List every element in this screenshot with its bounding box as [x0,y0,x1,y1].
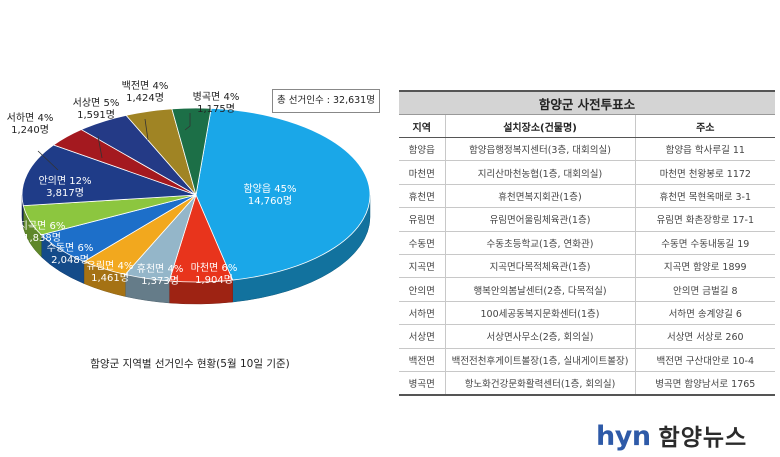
cell-location: 휴천면복지회관(1층) [445,184,635,207]
cell-address: 함양읍 학사루길 11 [635,138,775,161]
table-row: 안의면 행복안의봄날센터(2층, 다목적실) 안의면 금벌길 8 [399,278,775,301]
cell-address: 서하면 송계양길 6 [635,301,775,324]
cell-address: 수동면 수동내동길 19 [635,231,775,254]
cell-location: 함양읍행정복지센터(3층, 대회의실) [445,138,635,161]
polling-station-table: 함양군 사전투표소 지역 설치장소(건물명) 주소 함양읍 함양읍행정복지센터(3… [399,90,775,396]
chart-caption: 함양군 지역별 선거인수 현황(5월 10일 기준) [40,356,340,371]
slice-percent: 4% [37,113,53,124]
cell-location: 유림면어울림체육관(1층) [445,208,635,231]
table-row: 휴천면 휴천면복지회관(1층) 휴천면 목현옥매로 3-1 [399,184,775,207]
cell-location: 항노화건강문화활력센터(1층, 회의실) [445,371,635,395]
pie-label-name: 지곡면 6% [2,221,82,233]
slice-value: 14,760명 [230,196,310,208]
table-row: 병곡면 항노화건강문화활력센터(1층, 회의실) 병곡면 함양남서로 1765 [399,371,775,395]
cell-region: 서하면 [399,301,445,324]
cell-address: 휴천면 목현옥매로 3-1 [635,184,775,207]
slice-value: 1,838명 [2,233,82,245]
cell-region: 수동면 [399,231,445,254]
brand-logo: hyn 함양뉴스 [596,418,747,450]
slice-value: 1,240명 [0,125,70,137]
pie-label-name: 백전면 4% [105,81,185,93]
pie-label-수동면: 수동면 6% 2,048명 [30,243,110,267]
pie-label-name: 병곡면 4% [176,92,256,104]
slice-percent: 45% [274,184,296,195]
header-address: 주소 [635,115,775,138]
slice-name: 안의면 [38,176,66,187]
slice-name: 백전면 [122,81,150,92]
total-voters-box: 총 선거인수 : 32,631명 [272,89,380,113]
slice-value: 1,424명 [105,93,185,105]
cell-address: 유림면 화촌장항로 17-1 [635,208,775,231]
cell-location: 수동초등학교(1층, 연화관) [445,231,635,254]
cell-address: 지곡면 함양로 1899 [635,254,775,277]
table-row: 백전면 백전전천후게이트볼장(1층, 실내게이트볼장) 백전면 구산대안로 10-4 [399,348,775,371]
cell-location: 지곡면다목적체육관(1층) [445,254,635,277]
cell-region: 안의면 [399,278,445,301]
cell-location: 서상면사무소(2층, 회의실) [445,325,635,348]
cell-address: 마천면 천왕봉로 1172 [635,161,775,184]
cell-address: 백전면 구산대안로 10-4 [635,348,775,371]
cell-location: 100세공동복지문화센터(1층) [445,301,635,324]
cell-region: 마천면 [399,161,445,184]
pie-label-name: 안의면 12% [25,176,105,188]
header-region: 지역 [399,115,445,138]
slice-percent: 4% [167,264,183,275]
table-row: 마천면 지리산마천농협(1층, 대회의실) 마천면 천왕봉로 1172 [399,161,775,184]
table-row: 함양읍 함양읍행정복지센터(3층, 대회의실) 함양읍 학사루길 11 [399,138,775,161]
slice-percent: 6% [49,221,65,232]
table-row: 서상면 서상면사무소(2층, 회의실) 서상면 서상로 260 [399,325,775,348]
brand-en: hyn [596,421,651,452]
cell-address: 안의면 금벌길 8 [635,278,775,301]
pie-chart [0,0,395,400]
cell-region: 서상면 [399,325,445,348]
pie-label-함양읍: 함양읍 45% 14,760명 [230,184,310,208]
slice-percent: 12% [69,176,91,187]
slice-value: 3,817명 [25,188,105,200]
cell-location: 지리산마천농협(1층, 대회의실) [445,161,635,184]
cell-address: 서상면 서상로 260 [635,325,775,348]
pie-label-지곡면: 지곡면 6% 1,838명 [2,221,82,245]
brand-ko: 함양뉴스 [659,418,748,452]
cell-region: 휴천면 [399,184,445,207]
slice-percent: 4% [117,261,133,272]
slice-percent: 4% [152,81,168,92]
cell-region: 지곡면 [399,254,445,277]
cell-region: 병곡면 [399,371,445,395]
slice-name: 서상면 [73,98,101,109]
table-row: 서하면 100세공동복지문화센터(1층) 서하면 송계양길 6 [399,301,775,324]
cell-address: 병곡면 함양남서로 1765 [635,371,775,395]
slice-name: 함양읍 [243,184,271,195]
table-row: 지곡면 지곡면다목적체육관(1층) 지곡면 함양로 1899 [399,254,775,277]
slice-percent: 6% [221,263,237,274]
slice-name: 서하면 [7,113,35,124]
header-location: 설치장소(건물명) [445,115,635,138]
slice-value: 1,591명 [56,110,136,122]
pie-label-name: 함양읍 45% [230,184,310,196]
cell-region: 유림면 [399,208,445,231]
pie-label-백전면: 백전면 4% 1,424명 [105,81,185,105]
slice-value: 1,175명 [176,104,256,116]
cell-region: 함양읍 [399,138,445,161]
slice-name: 지곡면 [19,221,47,232]
cell-region: 백전면 [399,348,445,371]
table-body: 함양읍 함양읍행정복지센터(3층, 대회의실) 함양읍 학사루길 11 마천면 지리산마… [399,138,775,396]
pie-label-병곡면: 병곡면 4% 1,175명 [176,92,256,116]
table-row: 유림면 유림면어울림체육관(1층) 유림면 화촌장항로 17-1 [399,208,775,231]
slice-percent: 4% [223,92,239,103]
pie-label-안의면: 안의면 12% 3,817명 [25,176,105,200]
slice-name: 병곡면 [193,92,221,103]
table-title: 함양군 사전투표소 [399,91,775,115]
table-row: 수동면 수동초등학교(1층, 연화관) 수동면 수동내동길 19 [399,231,775,254]
cell-location: 백전전천후게이트볼장(1층, 실내게이트볼장) [445,348,635,371]
slice-value: 1,461명 [70,273,150,285]
slice-value: 2,048명 [30,255,110,267]
cell-location: 행복안의봄날센터(2층, 다목적실) [445,278,635,301]
